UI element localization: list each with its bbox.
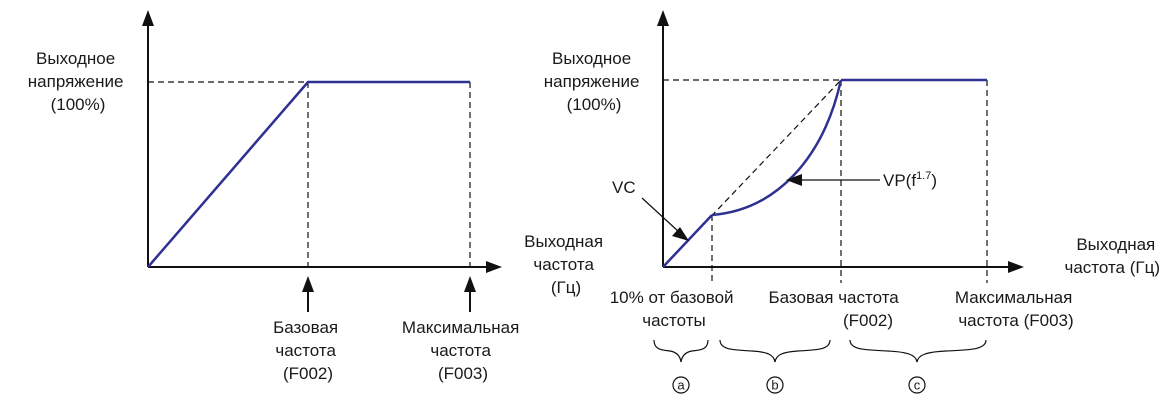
region-a-label: a (677, 378, 685, 393)
left-y-label: Выходное напряжение (100%) (28, 49, 128, 114)
region-b-circle (766, 376, 784, 394)
left-base-freq-arrowhead (302, 276, 314, 292)
left-x-label: Выходная частота (Гц) (524, 232, 608, 297)
right-y-axis-arrowhead (657, 10, 669, 26)
right-vc-segment (662, 214, 713, 268)
region-b-brace (719, 339, 831, 363)
right-x-axis-arrowhead (1008, 261, 1024, 273)
region-c-label: c (914, 378, 921, 393)
left-max-freq-label: Максимальная частота (F003) (402, 318, 524, 383)
ten-percent-label: 10% от базовой частоты (610, 288, 739, 330)
vc-pointer-arrowhead (672, 227, 689, 241)
right-base-freq-label: Базовая частота (F002) (769, 288, 904, 330)
left-x-axis-arrowhead (486, 261, 502, 273)
left-vf-curve (147, 80, 470, 268)
right-x-label: Выходная частота (Гц) (1064, 235, 1160, 277)
vc-label: VC (612, 178, 636, 197)
right-vp-curve (711, 79, 843, 217)
left-base-freq-label: Базовая частота (F002) (273, 318, 343, 383)
right-chart: VC VP(f1.7) Выходное напряжение (100%) В… (544, 10, 1160, 394)
left-y-axis-arrowhead (142, 10, 154, 26)
left-max-freq-arrowhead (464, 276, 476, 292)
left-chart: Выходное напряжение (100%) Выходная част… (28, 10, 608, 383)
vp-label: VP(f1.7) (883, 170, 937, 190)
region-a-brace (653, 339, 709, 363)
region-b-label: b (771, 378, 778, 393)
region-c-circle (908, 376, 926, 394)
right-max-freq-label: Максимальная частота (F003) (955, 288, 1077, 330)
vc-pointer (641, 197, 680, 233)
region-a-circle (672, 376, 690, 394)
vp-pointer-arrowhead (786, 174, 802, 186)
right-y-label: Выходное напряжение (100%) (544, 49, 644, 114)
region-c-brace (849, 339, 987, 363)
